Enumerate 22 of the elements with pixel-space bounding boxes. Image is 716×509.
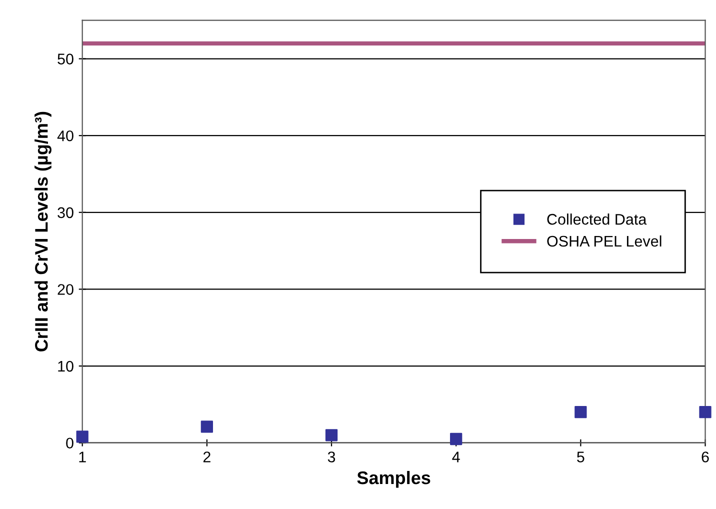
x-tick-label: 1 [79, 452, 86, 462]
x-tick-label: 2 [203, 452, 210, 462]
legend-label: Collected Data [547, 214, 647, 225]
point [200, 420, 213, 433]
point [325, 429, 338, 442]
x-tick-label: 4 [452, 452, 460, 462]
y-tick-label: 10 [58, 360, 74, 372]
y-tick-label: 40 [57, 130, 74, 142]
y-tick-label: 20 [58, 284, 74, 295]
y-tick-label: 30 [58, 207, 74, 218]
point [699, 406, 712, 418]
y-axis-title: CrIII and CrVI Levels (µg/m³) [34, 112, 52, 352]
x-tick-label: 5 [577, 452, 584, 462]
point [574, 406, 587, 418]
x-tick-label: 3 [328, 452, 336, 462]
legend-label: OSHA PEL Level [547, 235, 662, 247]
point [450, 432, 462, 446]
x-axis-title: Samples [357, 470, 430, 488]
y-tick-label: 50 [58, 54, 74, 64]
point [76, 430, 88, 443]
x-tick-label: 6 [702, 452, 709, 462]
y-tick-label: 0 [66, 438, 74, 449]
